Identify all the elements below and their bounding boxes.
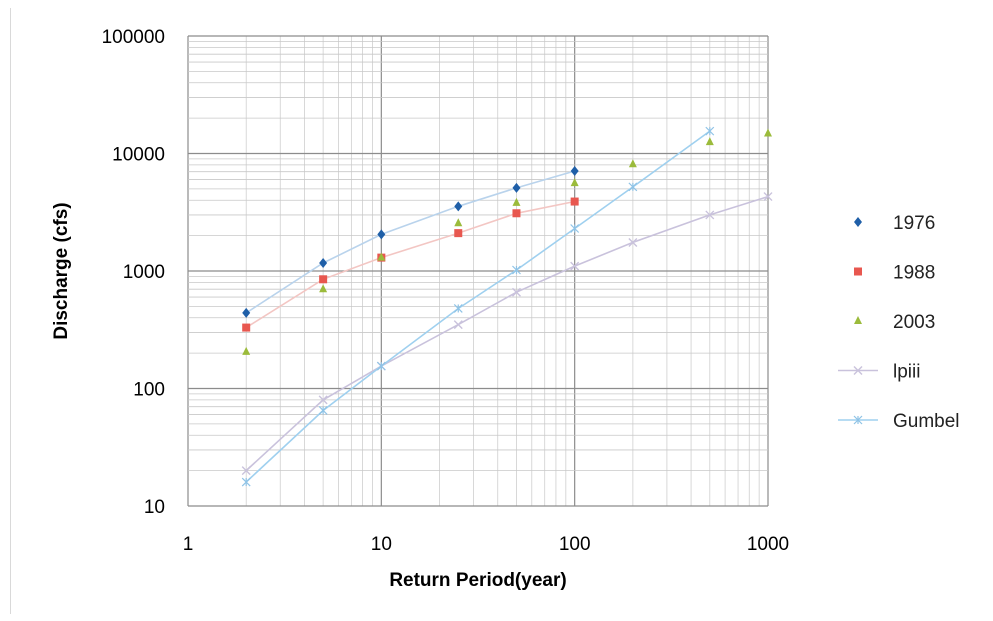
data-point-2003: [570, 178, 579, 187]
marker-stroke: [628, 237, 638, 247]
legend-label-2003: 2003: [893, 312, 935, 333]
y-axis-title: Discharge (cfs): [51, 202, 72, 339]
data-point-lpiii: [570, 261, 580, 271]
x-tick-label: 1000: [747, 534, 789, 555]
y-tick-label: 10000: [112, 145, 165, 166]
data-point-2003: [512, 197, 521, 206]
legend-marker-lpiii: [853, 366, 863, 375]
data-point-1976: [454, 201, 463, 212]
marker-stroke: [318, 395, 328, 405]
data-point-1976: [319, 257, 328, 268]
series-2003: [242, 128, 772, 355]
data-point-2003: [705, 137, 714, 146]
marker-stroke: [763, 192, 773, 202]
data-point-lpiii: [511, 287, 521, 297]
legend-item-1976: 1976: [854, 213, 935, 234]
legend-marker-1988: [854, 267, 862, 276]
marker-stroke: [853, 366, 863, 375]
legend-item-gumbel: Gumbel: [838, 411, 960, 432]
legend-item-lpiii: lpiii: [838, 362, 920, 383]
data-point-1988: [454, 229, 463, 238]
data-point-lpiii: [628, 237, 638, 247]
data-point-2003: [242, 346, 251, 355]
x-axis-ticks: 1 10 100 1000: [183, 534, 789, 555]
legend-item-2003: 2003: [854, 312, 935, 333]
series-1988: [242, 197, 579, 332]
x-axis-title: Return Period(year): [389, 570, 566, 591]
chart-frame: [10, 8, 986, 614]
data-point-gumbel: [705, 126, 715, 136]
data-point-1976: [377, 229, 386, 240]
legend-label-gumbel: Gumbel: [893, 411, 960, 432]
data-point-2003: [377, 252, 386, 261]
data-point-lpiii: [705, 210, 715, 220]
data-point-lpiii: [453, 320, 463, 330]
y-axis-ticks: 10 100 1000 10000 100000: [102, 27, 165, 518]
data-point-gumbel: [318, 406, 328, 415]
data-point-gumbel: [512, 265, 521, 275]
series-line-1988: [245, 200, 575, 329]
data-point-lpiii: [241, 466, 251, 476]
y-tick-label: 10: [144, 497, 165, 518]
data-point-2003: [628, 159, 637, 168]
series-lpiii: [241, 192, 773, 476]
data-point-2003: [764, 128, 772, 137]
grid: [187, 35, 769, 507]
series-line-lpiii: [245, 195, 769, 472]
data-point-2003: [454, 218, 463, 227]
legend: 1976 1988 2003 lpiii Gumbel: [838, 213, 960, 432]
legend-label-1988: 1988: [893, 263, 935, 284]
data-point-gumbel: [241, 477, 251, 487]
legend-label-lpiii: lpiii: [893, 362, 920, 383]
data-point-1988: [570, 197, 579, 206]
data-point-1988: [319, 275, 328, 284]
legend-label-1976: 1976: [893, 213, 935, 234]
data-point-1988: [512, 209, 521, 218]
series-1976: [242, 165, 579, 318]
x-tick-label: 1: [183, 534, 194, 555]
x-tick-label: 10: [371, 534, 392, 555]
series-gumbel: [241, 126, 715, 487]
data-point-lpiii: [318, 395, 328, 405]
data-point-lpiii: [763, 192, 773, 202]
marker-stroke: [453, 320, 463, 330]
data-point-1976: [570, 165, 579, 176]
marker-stroke: [241, 466, 251, 476]
legend-item-1988: 1988: [854, 263, 935, 284]
data-point-gumbel: [628, 182, 638, 192]
y-tick-label: 100000: [102, 27, 165, 48]
y-tick-label: 1000: [123, 262, 165, 283]
data-point-1976: [242, 307, 251, 318]
data-point-gumbel: [453, 304, 463, 313]
y-tick-label: 100: [133, 380, 165, 401]
series-line-gumbel: [245, 130, 711, 483]
data-point-gumbel: [376, 361, 386, 371]
data-point-1988: [242, 323, 251, 332]
marker-stroke: [511, 287, 521, 297]
data-point-2003: [319, 284, 328, 293]
data-point-gumbel: [570, 224, 580, 233]
legend-marker-gumbel: [853, 415, 863, 425]
legend-marker-2003: [854, 316, 862, 324]
legend-marker-1976: [854, 217, 862, 227]
marker-stroke: [705, 210, 715, 220]
plot-area: [241, 126, 773, 487]
data-point-1976: [512, 182, 521, 193]
x-tick-label: 100: [559, 534, 591, 555]
marker-stroke: [570, 261, 580, 271]
series-line-1976: [245, 170, 575, 314]
